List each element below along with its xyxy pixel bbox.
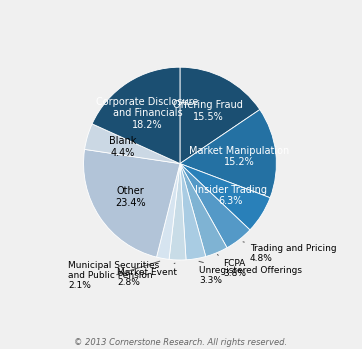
Wedge shape (180, 164, 270, 230)
Text: Unregistered Offerings
3.3%: Unregistered Offerings 3.3% (199, 261, 302, 285)
Text: Blank
4.4%: Blank 4.4% (109, 136, 136, 157)
Text: Insider Trading
6.3%: Insider Trading 6.3% (195, 185, 266, 206)
Wedge shape (180, 164, 206, 260)
Wedge shape (180, 164, 227, 257)
Wedge shape (180, 67, 260, 164)
Wedge shape (84, 149, 180, 257)
Text: Market Event
2.8%: Market Event 2.8% (117, 263, 177, 287)
Wedge shape (180, 110, 276, 198)
Wedge shape (180, 164, 250, 248)
Text: Municipal Securities
and Public Pension
2.1%: Municipal Securities and Public Pension … (68, 261, 160, 290)
Wedge shape (92, 67, 180, 164)
Text: FCPA
3.8%: FCPA 3.8% (217, 254, 246, 279)
Wedge shape (85, 124, 180, 164)
Text: Trading and Pricing
4.8%: Trading and Pricing 4.8% (243, 242, 336, 263)
Text: Offering Fraud
15.5%: Offering Fraud 15.5% (173, 100, 243, 121)
Text: © 2013 Cornerstone Research. All rights reserved.: © 2013 Cornerstone Research. All rights … (75, 338, 287, 347)
Wedge shape (169, 164, 186, 260)
Wedge shape (156, 164, 180, 259)
Text: Corporate Disclosure
and Financials
18.2%: Corporate Disclosure and Financials 18.2… (96, 97, 199, 130)
Text: Other
23.4%: Other 23.4% (115, 186, 146, 208)
Text: Market Manipulation
15.2%: Market Manipulation 15.2% (189, 146, 290, 168)
